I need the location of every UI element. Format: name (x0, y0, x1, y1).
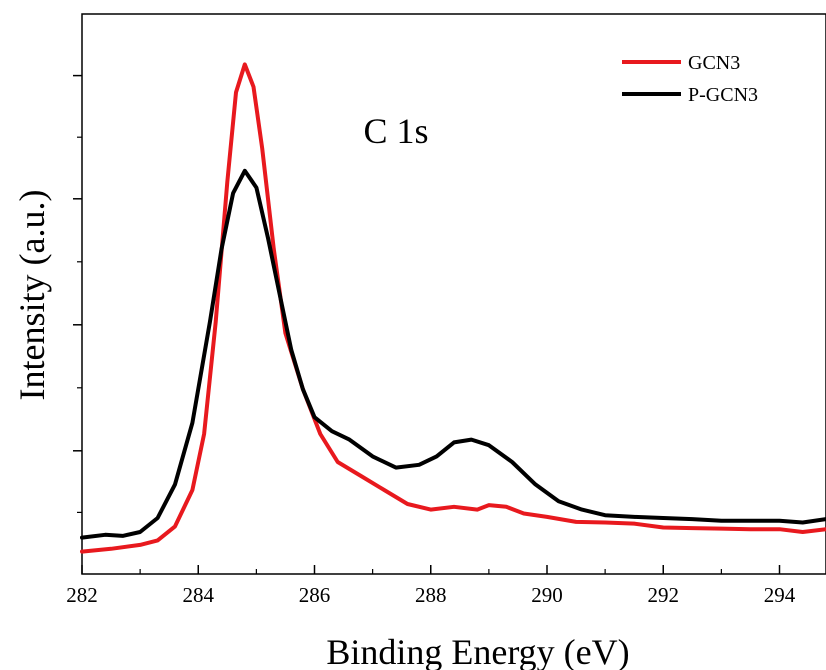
legend-label-gcn3: GCN3 (688, 52, 740, 74)
series-line-p-gcn3 (80, 168, 826, 540)
series-layer (80, 62, 826, 554)
x-tick-label: 292 (648, 583, 680, 607)
x-tick-label: 286 (299, 583, 331, 607)
y-axis-title: Intensity (a.u.) (12, 190, 52, 401)
peak-annotation: C 1s (363, 111, 428, 151)
plot-frame (81, 13, 826, 575)
x-axis-title: Binding Energy (eV) (326, 632, 629, 670)
x-tick-label: 284 (183, 583, 215, 607)
x-tick-label: 282 (66, 583, 98, 607)
legend: GCN3 P-GCN3 (622, 52, 758, 106)
x-tick-label: 288 (415, 583, 447, 607)
y-axis-ticks (73, 74, 82, 514)
series-line-gcn3 (80, 62, 826, 554)
legend-label-p-gcn3: P-GCN3 (688, 84, 758, 106)
x-tick-label: 294 (764, 583, 796, 607)
x-axis-ticks: 282 284 286 288 290 292 294 (66, 565, 796, 607)
x-tick-label: 290 (531, 583, 563, 607)
